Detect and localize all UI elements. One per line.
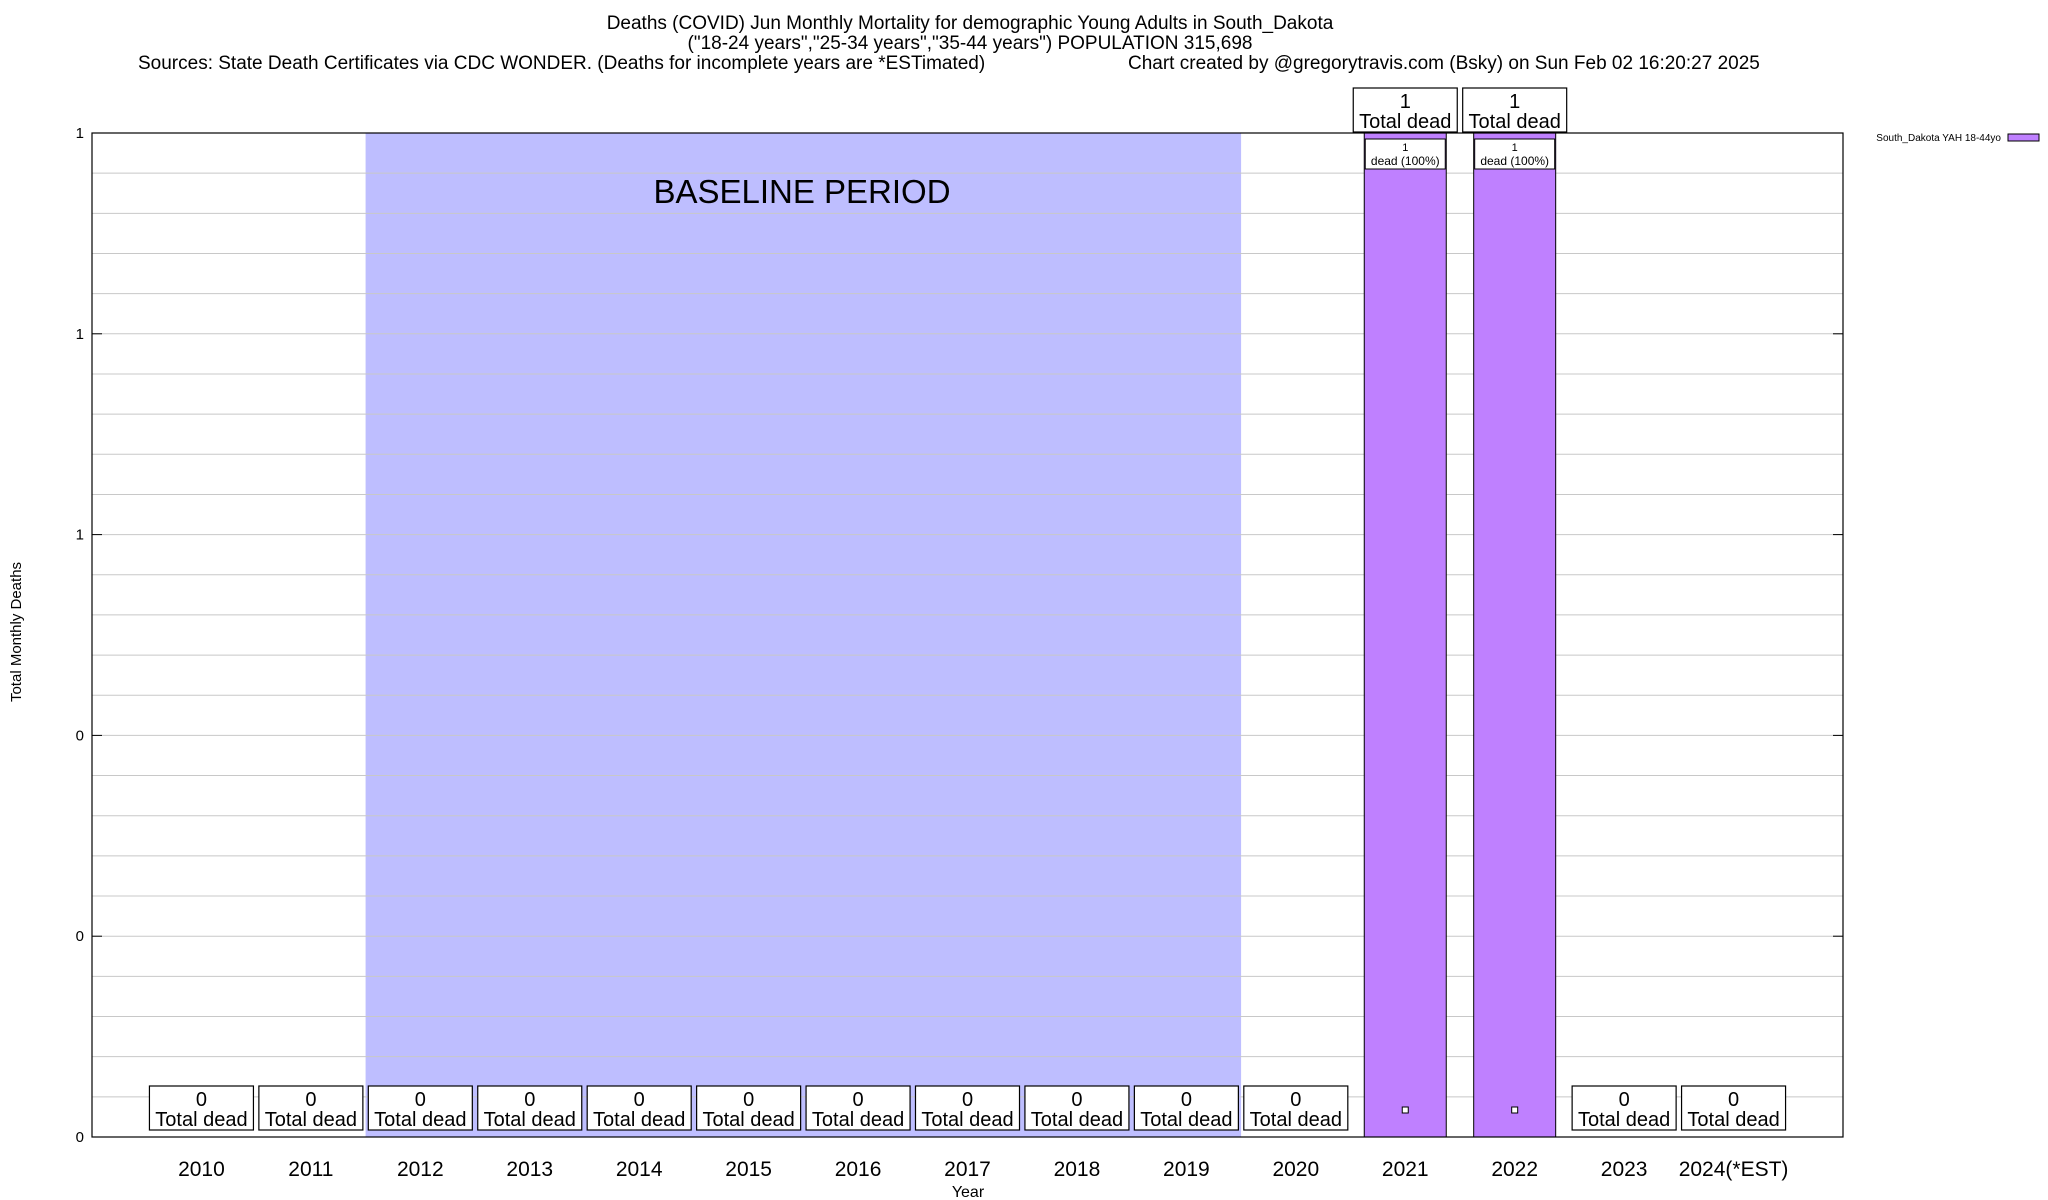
bar-2022 [1473, 132, 1557, 1138]
total-dead-label: Total dead [374, 1109, 466, 1131]
x-tick-label: 2016 [835, 1158, 882, 1181]
total-count-label: 0 [1728, 1089, 1739, 1111]
baseline-label: BASELINE PERIOD [653, 173, 950, 210]
x-tick-label: 2018 [1054, 1158, 1101, 1181]
total-box [367, 1085, 473, 1131]
total-count-label: 0 [962, 1089, 973, 1111]
chart-subtitle: ("18-24 years","25-34 years","35-44 year… [687, 33, 1253, 54]
total-count-label: 0 [853, 1089, 864, 1111]
x-tick-label: 2014 [616, 1158, 663, 1181]
total-dead-label: Total dead [921, 1109, 1013, 1131]
y-tick-label: 0 [76, 727, 84, 744]
total-box [1352, 87, 1458, 133]
total-count-label: 1 [1509, 91, 1520, 113]
x-tick-label: 2012 [397, 1158, 444, 1181]
total-dead-label: Total dead [593, 1109, 685, 1131]
total-box [1462, 87, 1568, 133]
total-box [1024, 1085, 1130, 1131]
bar-label-box [1364, 138, 1446, 170]
total-dead-label: Total dead [265, 1109, 357, 1131]
total-count-label: 0 [743, 1089, 754, 1111]
total-count-label: 0 [1290, 1089, 1301, 1111]
total-box [1571, 1085, 1677, 1131]
bar-label-count: 1 [1402, 142, 1408, 154]
plot-border [91, 132, 1844, 1138]
plot-frame [91, 132, 1844, 1138]
total-box [696, 1085, 802, 1131]
x-tick-label: 2019 [1163, 1158, 1210, 1181]
x-tick-marker [1511, 1106, 1519, 1114]
total-count-label: 0 [524, 1089, 535, 1111]
bar-2021 [1363, 132, 1447, 1138]
total-dead-label: Total dead [1578, 1109, 1670, 1131]
x-tick-label: 2022 [1491, 1158, 1538, 1181]
total-dead-label: Total dead [702, 1109, 794, 1131]
bar-label-text: dead (100%) [1371, 154, 1440, 168]
total-count-label: 0 [1619, 1089, 1630, 1111]
total-dead-label: Total dead [1469, 111, 1561, 133]
total-dead-label: Total dead [812, 1109, 904, 1131]
x-tick-label: 2017 [944, 1158, 991, 1181]
y-tick-label: 1 [76, 125, 84, 142]
total-box [805, 1085, 911, 1131]
chart-sources: Sources: State Death Certificates via CD… [138, 53, 986, 74]
x-tick-label: 2024(*EST) [1679, 1158, 1789, 1181]
total-count-label: 1 [1400, 91, 1411, 113]
total-box [1680, 1085, 1787, 1131]
x-tick-label: 2010 [178, 1158, 225, 1181]
baseline-shade [365, 133, 1242, 1137]
total-box [148, 1085, 255, 1131]
total-dead-label: Total dead [1687, 1109, 1779, 1131]
y-axis-label: Total Monthly Deaths [8, 562, 25, 702]
legend-swatch [2007, 133, 2040, 142]
total-box [1243, 1085, 1349, 1131]
x-tick-label: 2015 [725, 1158, 772, 1181]
x-tick-label: 2023 [1601, 1158, 1648, 1181]
bar-label-count: 1 [1512, 142, 1518, 154]
total-dead-label: Total dead [484, 1109, 576, 1131]
baseline-period [365, 133, 1242, 1137]
legend: South_Dakota YAH 18-44yo [1876, 133, 2040, 144]
total-count-label: 0 [415, 1089, 426, 1111]
total-count-label: 0 [196, 1089, 207, 1111]
y-axis: 0 0 0 1 1 1 [76, 125, 1843, 1146]
x-tick-marker [1401, 1106, 1409, 1114]
total-box [1133, 1085, 1239, 1131]
total-count-label: 0 [1181, 1089, 1192, 1111]
y-tick-label: 0 [76, 928, 84, 945]
legend-label: South_Dakota YAH 18-44yo [1876, 133, 2001, 144]
total-count-label: 0 [634, 1089, 645, 1111]
total-dead-label: Total dead [1359, 111, 1451, 133]
total-dead-label: Total dead [155, 1109, 247, 1131]
x-tick-label: 2021 [1382, 1158, 1429, 1181]
bar-label-text: dead (100%) [1480, 154, 1549, 168]
total-dead-label: Total dead [1031, 1109, 1123, 1131]
bar-label-box [1474, 138, 1556, 170]
y-tick-label: 1 [76, 326, 84, 343]
total-box [258, 1085, 364, 1131]
x-axis: 2010 2011 2012 2013 2014 2015 2016 2017 2018 2019… [178, 1106, 1789, 1181]
total-dead-label: Total dead [1140, 1109, 1232, 1131]
bars [1363, 132, 1557, 1138]
x-tick-label: 2013 [506, 1158, 553, 1181]
x-tick-label: 2020 [1272, 1158, 1319, 1181]
total-box [586, 1085, 692, 1131]
x-tick-label: 2011 [288, 1158, 333, 1181]
chart-title: Deaths (COVID) Jun Monthly Mortality for… [606, 13, 1334, 34]
total-count-label: 0 [305, 1089, 316, 1111]
total-dead-label: Total dead [1250, 1109, 1342, 1131]
total-count-label: 0 [1071, 1089, 1082, 1111]
y-tick-label: 0 [76, 1129, 84, 1146]
y-tick-label: 1 [76, 527, 84, 544]
x-axis-label: Year [952, 1184, 985, 1200]
total-box [477, 1085, 583, 1131]
total-box [914, 1085, 1021, 1131]
chart-credit: Chart created by @gregorytravis.com (Bsk… [1128, 53, 1760, 74]
